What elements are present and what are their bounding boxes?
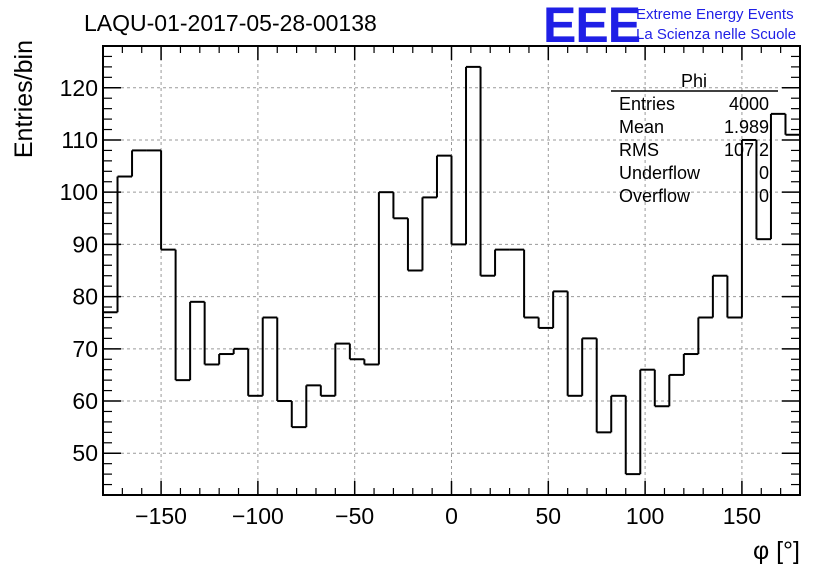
logo-line-1: Extreme Energy Events [636, 6, 794, 23]
y-tick-label: 120 [60, 75, 98, 101]
stats-row-label: RMS [619, 140, 659, 160]
bars-layer [103, 65, 800, 476]
stats-row-label: Underflow [619, 163, 701, 183]
stats-title: Phi [681, 71, 707, 91]
stats-row-label: Overflow [619, 186, 691, 206]
stats-row-value: 0 [759, 163, 769, 183]
stats-row-label: Mean [619, 117, 664, 137]
y-tick-label: 90 [72, 231, 98, 257]
y-tick-label: 110 [61, 127, 98, 153]
y-axis-label: Entries/bin [10, 40, 38, 158]
labels-layer: −150 −100 −50 0 50 100 150 50 60 70 80 90 100 110 120 φ… [10, 40, 800, 565]
stats-box: Phi Entries 4000 Mean 1.989 RMS 107.2 Underflo… [611, 71, 778, 206]
x-tick-label: −50 [335, 503, 374, 529]
logo-line-2: La Scienza nelle Scuole [636, 26, 797, 43]
x-axis-label: φ [°] [753, 537, 800, 565]
stats-row-value: 107.2 [724, 140, 769, 160]
y-tick-label: 100 [60, 179, 98, 205]
stats-rows: Entries 4000 Mean 1.989 RMS 107.2 Underflow 0 Ov… [619, 94, 769, 206]
logo-letters: EEE [543, 0, 641, 53]
x-tick-label: 150 [723, 503, 761, 529]
y-tick-label: 50 [72, 440, 98, 466]
y-tick-label: 60 [72, 388, 98, 414]
y-tick-label: 70 [72, 336, 98, 362]
x-tick-label: −150 [135, 503, 187, 529]
stats-row-label: Entries [619, 94, 675, 114]
x-tick-label: −100 [232, 503, 284, 529]
stats-row-value: 4000 [729, 94, 769, 114]
ticks-layer [102, 45, 801, 495]
x-tick-label: 100 [626, 503, 664, 529]
chart-title: LAQU-01-2017-05-28-00138 [84, 10, 377, 36]
stats-row-value: 1.989 [724, 117, 769, 137]
grid-layer [103, 46, 800, 495]
x-tick-label: 50 [536, 503, 562, 529]
x-tick-label: 0 [445, 503, 458, 529]
stats-row-value: 0 [759, 186, 769, 206]
y-tick-label: 80 [72, 284, 98, 310]
